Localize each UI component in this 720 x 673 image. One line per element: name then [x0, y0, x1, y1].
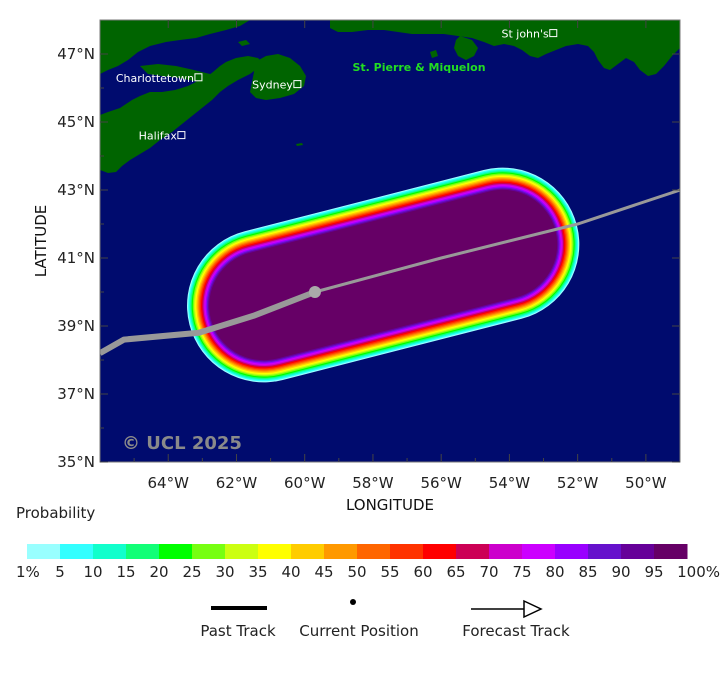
colorbar-segment	[93, 544, 127, 559]
colorbar-label: 1%	[16, 563, 40, 581]
new-brunswick-landmass	[100, 20, 250, 74]
colorbar-segment	[555, 544, 589, 559]
colorbar-segment	[159, 544, 193, 559]
lat-tick-label: 45°N	[57, 113, 95, 131]
colorbar-segment	[522, 544, 556, 559]
colorbar-segment	[27, 544, 61, 559]
lon-tick-label: 60°W	[284, 474, 326, 492]
colorbar-label: 75	[512, 563, 531, 581]
colorbar-segment	[60, 544, 94, 559]
colorbar-segment	[588, 544, 622, 559]
colorbar-label: 15	[116, 563, 135, 581]
probability-colorbar	[27, 544, 688, 559]
region-label: St. Pierre & Miquelon	[352, 61, 485, 74]
storm-tracks	[100, 188, 680, 356]
colorbar-segment	[258, 544, 292, 559]
lat-tick-label: 41°N	[57, 249, 95, 267]
region-labels: St. Pierre & Miquelon	[352, 61, 485, 74]
city-marker	[194, 73, 203, 82]
forecast-track-legend-label: Forecast Track	[462, 622, 570, 640]
colorbar-segment	[324, 544, 358, 559]
city-marker	[177, 131, 186, 140]
colorbar-label: 25	[182, 563, 201, 581]
colorbar-label: 5	[55, 563, 65, 581]
past-track-line	[100, 289, 316, 356]
colorbar-segment	[225, 544, 259, 559]
lat-tick-label: 43°N	[57, 181, 95, 199]
sable-island	[296, 143, 303, 146]
colorbar-segment	[390, 544, 424, 559]
lon-tick-label: 64°W	[148, 474, 190, 492]
city-marker	[549, 29, 558, 38]
city-label: St john's	[501, 28, 549, 41]
legend-title: Probability	[16, 504, 95, 522]
city-marker	[293, 80, 302, 89]
lon-tick-label: 58°W	[352, 474, 394, 492]
colorbar-label: 85	[578, 563, 597, 581]
lon-tick-label: 56°W	[420, 474, 462, 492]
track-legend: Past Track Current Position Forecast Tra…	[200, 599, 570, 640]
colorbar-label: 95	[644, 563, 663, 581]
current-position-legend-symbol	[350, 599, 356, 605]
colorbar-segment	[126, 544, 160, 559]
lat-tick-label: 39°N	[57, 317, 95, 335]
newfoundland-landmass	[330, 20, 680, 76]
colorbar-label: 45	[314, 563, 333, 581]
current-position-legend-label: Current Position	[299, 622, 419, 640]
lon-tick-label: 50°W	[625, 474, 667, 492]
colorbar-labels: 1% 5 10 15 20 25 30 35 40 45 50 55 60 65 70 75 80 85 90 95 1…	[16, 563, 720, 581]
lon-tick-label: 52°W	[557, 474, 599, 492]
nova-scotia-landmass	[100, 20, 262, 173]
lon-tick-label: 54°W	[489, 474, 531, 492]
colorbar-label: 100%	[677, 563, 720, 581]
colorbar-segment	[489, 544, 523, 559]
watermark: © UCL 2025	[122, 433, 242, 454]
colorbar-label: 40	[281, 563, 300, 581]
forecast-track-line	[314, 188, 680, 294]
forecast-track-legend-symbol	[471, 599, 543, 619]
st-pierre-island	[430, 50, 438, 58]
colorbar-label: 70	[479, 563, 498, 581]
colorbar-label: 10	[83, 563, 102, 581]
burin-peninsula	[454, 36, 478, 60]
colorbar-segment	[291, 544, 325, 559]
map-plot-area: Charlottetown Sydney Halifax St john's St. …	[100, 20, 680, 462]
land-masses	[100, 20, 680, 173]
city-label: Charlottetown	[116, 72, 194, 85]
cape-breton-island	[250, 54, 306, 100]
lat-tick-label: 37°N	[57, 385, 95, 403]
current-position-marker	[308, 286, 321, 298]
colorbar-label: 60	[413, 563, 432, 581]
colorbar-label: 50	[347, 563, 366, 581]
x-axis-title: LONGITUDE	[346, 496, 434, 514]
colorbar-segment	[192, 544, 226, 559]
lat-tick-label: 47°N	[57, 45, 95, 63]
colorbar-segment	[423, 544, 457, 559]
colorbar-label: 20	[149, 563, 168, 581]
colorbar-label: 90	[611, 563, 630, 581]
city-label: Sydney	[252, 79, 293, 92]
colorbar-label: 55	[380, 563, 399, 581]
plot-frame	[99, 19, 681, 463]
colorbar-label: 65	[446, 563, 465, 581]
lon-tick-label: 62°W	[216, 474, 258, 492]
city-markers: Charlottetown Sydney Halifax St john's	[116, 28, 558, 143]
city-label: Halifax	[139, 130, 178, 143]
colorbar-segment	[654, 544, 688, 559]
lat-tick-label: 35°N	[57, 453, 95, 471]
magdalen-islands	[238, 40, 250, 46]
colorbar-label: 30	[215, 563, 234, 581]
colorbar-segment	[456, 544, 490, 559]
colorbar-segment	[357, 544, 391, 559]
y-axis-title: LATITUDE	[32, 205, 50, 278]
colorbar-label: 80	[545, 563, 564, 581]
colorbar-label: 35	[248, 563, 267, 581]
colorbar-segment	[621, 544, 655, 559]
past-track-legend-label: Past Track	[200, 622, 276, 640]
axis-ticks: 64°W 62°W 60°W 58°W 56°W 54°W 52°W 50°W 35°N 37°N…	[57, 20, 680, 492]
